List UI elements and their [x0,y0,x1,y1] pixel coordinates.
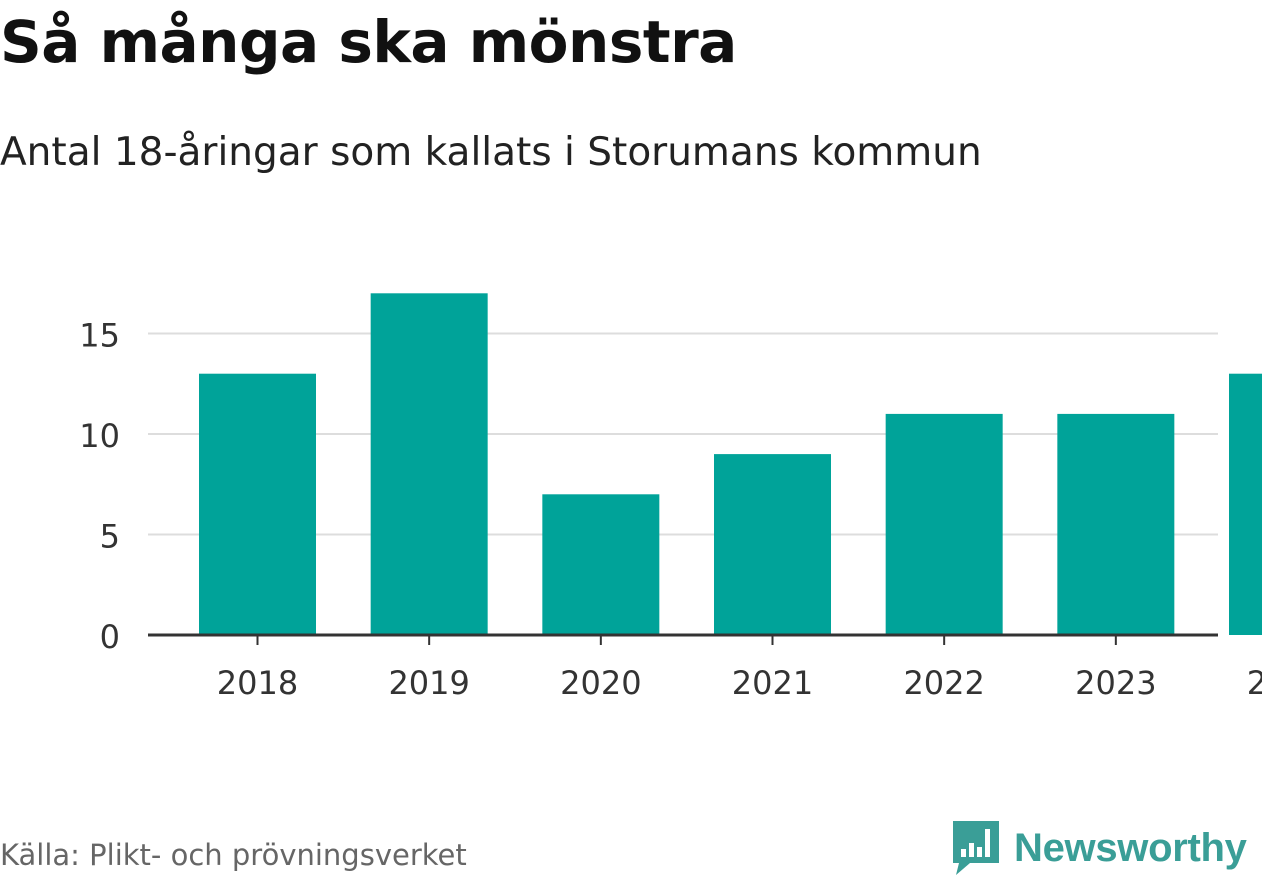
chart-title: Så många ska mönstra [0,8,737,76]
x-tick-label: 2019 [388,664,469,702]
newsworthy-logo-icon [953,821,999,875]
x-tick-label: 2018 [217,664,298,702]
bar-chart: 0 5 10 15 2018 2019 2020 2021 2022 2023 2024 [79,293,1262,702]
bar [542,494,660,635]
x-tick-label: 2020 [560,664,641,702]
bar [1229,373,1262,635]
y-tick-label: 0 [100,618,120,656]
bar [370,293,488,635]
bar [1057,413,1175,635]
y-tick-label: 15 [79,317,120,355]
x-tick-label: 2023 [1075,664,1156,702]
bar [199,373,316,635]
bar [885,413,1003,635]
chart-subtitle: Antal 18-åringar som kallats i Storumans… [0,130,982,175]
x-tick-label: 2024 [1247,664,1262,702]
y-tick-label: 10 [79,417,120,455]
y-tick-label: 5 [100,518,120,556]
x-tick-label: 2022 [903,664,984,702]
x-tick-label: 2021 [732,664,813,702]
source-note: Källa: Plikt- och prövningsverket [0,838,467,872]
brand-name: Newsworthy [1014,825,1247,870]
bar [714,454,831,635]
brand-logo: Newsworthy [950,818,1247,878]
